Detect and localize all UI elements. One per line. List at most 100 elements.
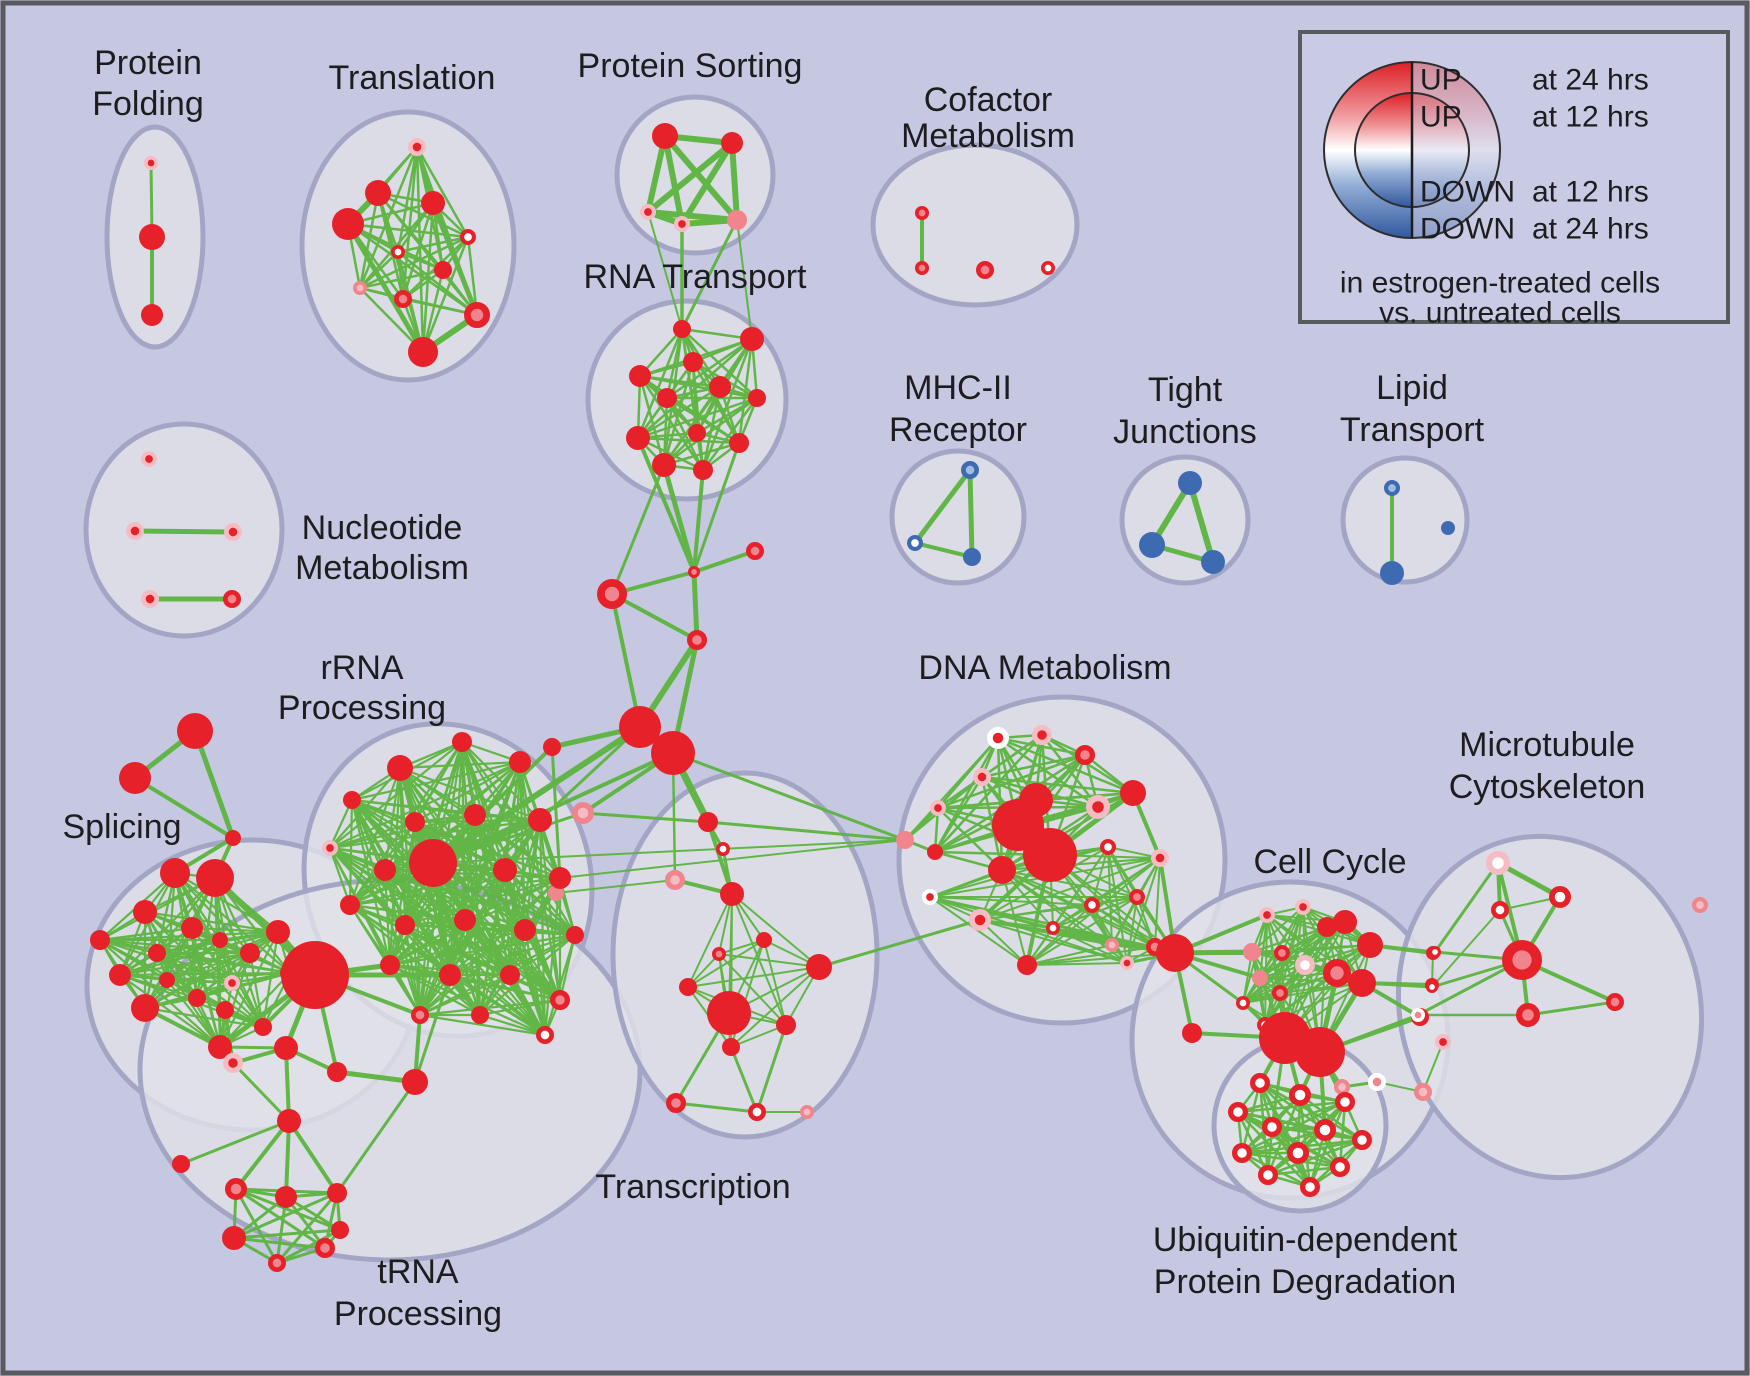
edge: [388, 918, 467, 967]
node-p2: [721, 132, 743, 154]
cluster-label-translation: Translation: [329, 59, 496, 97]
node-dm20: [1119, 956, 1134, 971]
node-t10: [464, 302, 491, 329]
node-r3: [683, 352, 703, 372]
node-r12: [693, 460, 713, 480]
node-sp16: [208, 1035, 232, 1059]
node-tj1: [1178, 471, 1202, 495]
node-dm6: [930, 800, 947, 817]
edge: [929, 846, 1109, 898]
edge: [358, 191, 380, 290]
node-x3: [746, 542, 765, 561]
edge: [232, 1228, 342, 1240]
edge: [680, 327, 759, 400]
node-u8: [1231, 1142, 1252, 1163]
node-dm14: [968, 908, 991, 931]
node-b1: [896, 831, 914, 849]
edge: [671, 751, 907, 842]
edge: [234, 1119, 291, 1191]
edge: [284, 1046, 291, 1123]
edge: [731, 893, 820, 968]
edge: [232, 1191, 339, 1240]
legend-footer-line-0: in estrogen-treated cells: [1340, 267, 1660, 300]
node-d1: [698, 812, 718, 832]
node-cc12: [1271, 985, 1288, 1002]
edge: [346, 222, 425, 354]
node-dm9: [927, 844, 943, 860]
edge: [538, 725, 642, 822]
node-d3: [664, 869, 685, 890]
edge: [730, 966, 820, 1048]
node-r11: [652, 453, 676, 477]
node-tn2: [223, 1052, 244, 1073]
edge: [1111, 896, 1138, 946]
legend-row-0-dir: UP: [1420, 64, 1462, 97]
node-rr2: [452, 732, 472, 752]
cluster-label-cell-cycle: Cell Cycle: [1253, 843, 1406, 881]
edge: [674, 1101, 759, 1114]
node-t8: [353, 281, 368, 296]
edge: [929, 896, 1028, 966]
node-dm8: [1085, 794, 1110, 819]
node-tn1: [216, 1001, 234, 1019]
edge: [538, 818, 547, 1037]
node-rr7: [528, 808, 552, 832]
edge: [1236, 1100, 1347, 1114]
node-t7: [434, 261, 452, 279]
edge: [213, 876, 292, 975]
edge: [133, 776, 235, 840]
cluster-label-rrna-processing: Processing: [278, 689, 446, 727]
node-rr12: [549, 867, 571, 889]
edge: [665, 337, 754, 400]
edge: [328, 813, 477, 850]
edge: [358, 145, 419, 290]
edge: [936, 736, 1000, 810]
edge: [1126, 896, 1138, 964]
edge: [687, 966, 820, 988]
node-rr17: [566, 926, 584, 944]
edge: [933, 775, 984, 854]
edge: [1251, 906, 1304, 953]
node-b2: [1156, 934, 1194, 972]
edge: [1431, 909, 1501, 988]
legend-row-0-time: at 24 hrs: [1532, 64, 1649, 97]
edge: [1242, 964, 1306, 1004]
edge: [687, 893, 733, 988]
legend-footer-line-1: vs. untreated cells: [1379, 297, 1621, 330]
node-sp10: [131, 994, 159, 1022]
node-dm3: [1074, 744, 1095, 765]
cluster-label-lipid-transport: Lipid: [1376, 369, 1448, 407]
edge: [701, 385, 722, 472]
cluster-label-trna-processing: tRNA: [377, 1253, 459, 1291]
node-g1: [281, 941, 349, 1009]
node-m1: [543, 738, 561, 756]
edge: [396, 235, 470, 254]
cluster-label-cofactor-metabolism: Metabolism: [901, 117, 1075, 155]
edge: [1266, 1100, 1347, 1177]
edge: [1026, 962, 1128, 966]
node-mh1: [961, 460, 980, 479]
node-dm21: [1017, 955, 1037, 975]
edge: [980, 775, 1135, 795]
node-d10: [776, 1015, 796, 1035]
edge: [718, 953, 787, 1026]
edge: [388, 933, 577, 967]
edge: [418, 973, 512, 1017]
node-st1: [177, 713, 213, 749]
node-lp2: [1380, 561, 1404, 585]
node-mcon2: [1426, 980, 1439, 993]
node-p1: [652, 123, 678, 149]
cluster-label-protein-sorting: Protein Sorting: [578, 47, 803, 85]
edge: [706, 820, 907, 842]
node-cc1: [1258, 907, 1275, 924]
edge: [755, 1023, 788, 1114]
edge: [1091, 846, 1109, 906]
edge: [478, 933, 577, 1017]
node-rr23: [410, 1006, 429, 1025]
node-rr10: [409, 839, 457, 887]
node-r5: [709, 376, 731, 398]
node-cc3: [1317, 917, 1337, 937]
cluster-label-ubiquitin-degradation: Protein Degradation: [1154, 1263, 1456, 1301]
node-cc18: [1367, 1072, 1386, 1091]
edge: [234, 1187, 279, 1265]
